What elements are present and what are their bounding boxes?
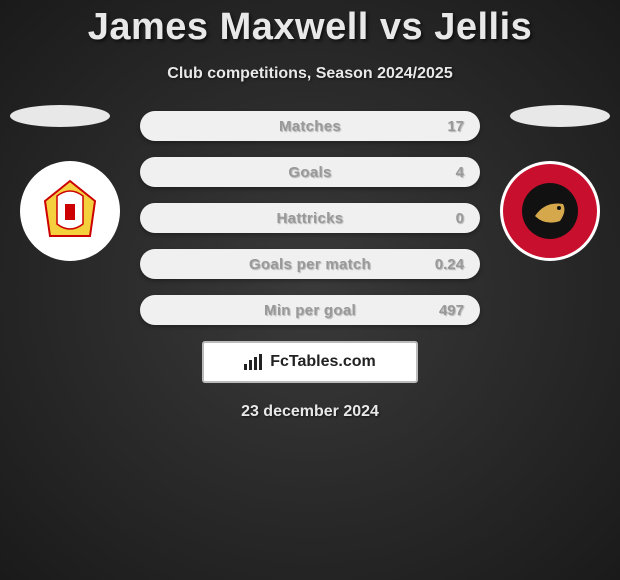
- stat-row: Min per goal 497: [140, 295, 480, 325]
- stat-value: 0: [456, 210, 464, 227]
- stat-row: Matches 17: [140, 111, 480, 141]
- brand-label: FcTables.com: [270, 353, 376, 371]
- comparison-panel: Matches 17 Goals 4 Hattricks 0 Goals per match…: [0, 111, 620, 421]
- stat-value: 0.24: [435, 256, 464, 273]
- stat-row: Goals per match 0.24: [140, 249, 480, 279]
- page-title: James Maxwell vs Jellis: [0, 0, 620, 49]
- stat-label: Hattricks: [277, 210, 344, 227]
- subtitle: Club competitions, Season 2024/2025: [0, 65, 620, 83]
- stat-label: Min per goal: [264, 302, 356, 319]
- stat-value: 4: [456, 164, 464, 181]
- stat-row: Hattricks 0: [140, 203, 480, 233]
- stats-list: Matches 17 Goals 4 Hattricks 0 Goals per match…: [140, 111, 480, 325]
- stat-row: Goals 4: [140, 157, 480, 187]
- stat-value: 17: [447, 118, 464, 135]
- stat-label: Goals per match: [249, 256, 371, 273]
- stat-value: 497: [439, 302, 464, 319]
- crest-left-icon: [35, 176, 105, 246]
- stat-label: Goals: [288, 164, 331, 181]
- brand-box: FcTables.com: [202, 341, 418, 383]
- chart-icon: [244, 354, 264, 370]
- player-right-ellipse: [510, 105, 610, 127]
- crest-right-icon: [515, 176, 585, 246]
- club-crest-left: [20, 161, 120, 261]
- date-label: 23 december 2024: [0, 403, 620, 421]
- stat-label: Matches: [279, 118, 341, 135]
- player-left-ellipse: [10, 105, 110, 127]
- club-crest-right: [500, 161, 600, 261]
